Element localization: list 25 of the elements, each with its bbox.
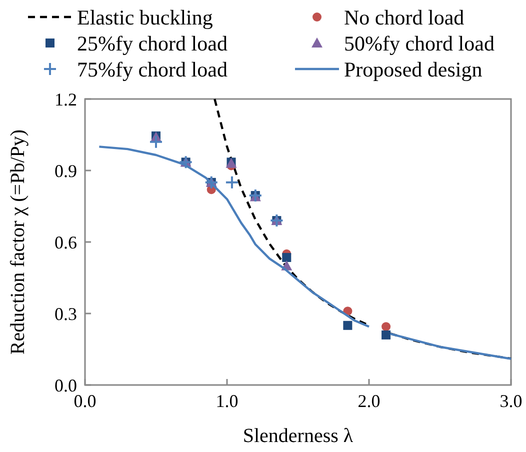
x-tick-label: 2.0	[358, 391, 380, 411]
y-tick-label: 1.2	[54, 89, 77, 110]
y-tick-label: 0.6	[54, 232, 77, 252]
legend-label: 50%fy chord load	[344, 31, 495, 56]
x-axis-title: Slenderness λ	[242, 425, 354, 447]
point	[343, 320, 352, 330]
y-tick-label: 0.3	[54, 304, 77, 324]
x-tick-label: 1.0	[216, 391, 238, 411]
point	[204, 175, 218, 190]
legend-label: Proposed design	[344, 57, 483, 82]
legend-label: Elastic buckling	[77, 5, 214, 30]
point	[248, 188, 262, 203]
point	[382, 322, 391, 332]
legend-label: 75%fy chord load	[77, 57, 228, 82]
x-tick-label: 3.0	[500, 391, 522, 411]
point	[178, 155, 193, 170]
point	[224, 175, 239, 190]
point	[149, 134, 163, 149]
y-axis-title: Reduction factor χ (=Pb/Py)	[7, 129, 29, 355]
y-tick-label: 0.9	[54, 160, 77, 181]
legend-label: No chord load	[344, 5, 465, 30]
point	[270, 214, 284, 228]
legend-label: 25%fy chord load	[77, 31, 228, 56]
point	[282, 252, 292, 262]
point	[382, 330, 391, 340]
